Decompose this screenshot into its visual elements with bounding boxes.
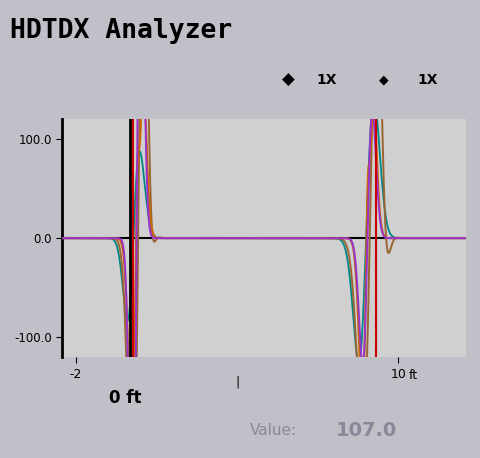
Text: HDTDX Analyzer: HDTDX Analyzer bbox=[10, 18, 232, 44]
Text: ◆: ◆ bbox=[379, 73, 389, 87]
Text: Value:: Value: bbox=[250, 423, 297, 438]
Text: 0 ft: 0 ft bbox=[108, 389, 141, 407]
Text: ft: ft bbox=[409, 369, 418, 382]
Text: 1X: 1X bbox=[316, 73, 336, 87]
Text: 107.0: 107.0 bbox=[336, 421, 397, 440]
Text: |: | bbox=[235, 375, 239, 388]
Text: 1X: 1X bbox=[417, 73, 437, 87]
Text: ◆: ◆ bbox=[282, 71, 294, 89]
